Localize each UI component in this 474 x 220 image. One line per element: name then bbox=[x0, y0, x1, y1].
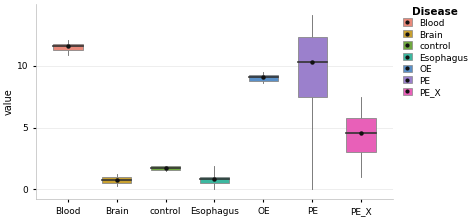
Bar bbox=[151, 167, 180, 170]
Y-axis label: value: value bbox=[4, 88, 14, 115]
Legend: Blood, Brain, control, Esophagus, OE, PE, PE_X: Blood, Brain, control, Esophagus, OE, PE… bbox=[401, 5, 470, 99]
Bar bbox=[53, 44, 82, 50]
Bar bbox=[298, 37, 327, 97]
Bar bbox=[249, 75, 278, 81]
Bar bbox=[102, 177, 131, 183]
Bar bbox=[200, 177, 229, 183]
Bar bbox=[346, 118, 376, 152]
